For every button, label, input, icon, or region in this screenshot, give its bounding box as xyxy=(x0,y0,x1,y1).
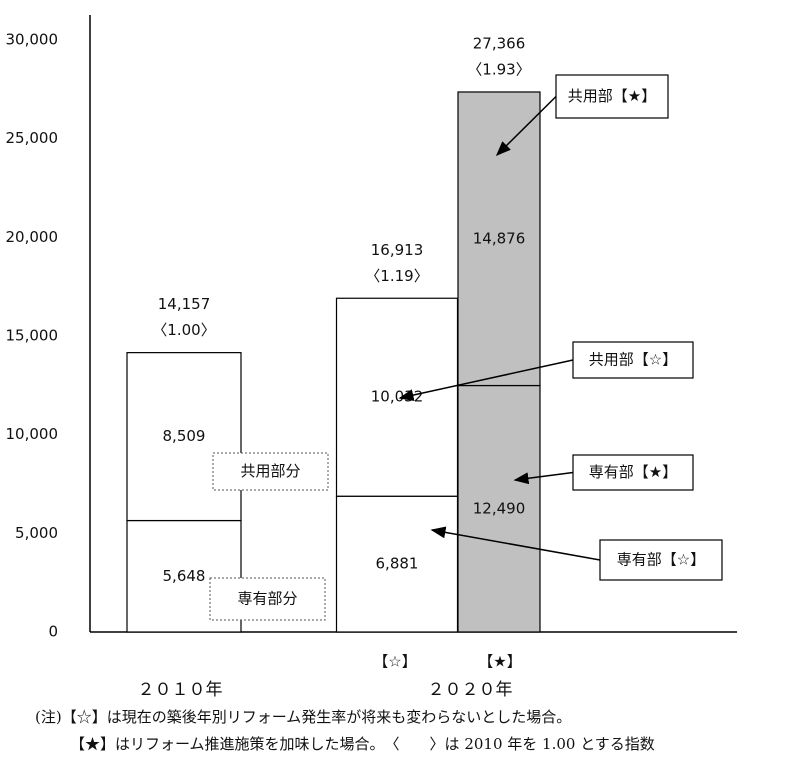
value-label: 12,490 xyxy=(473,499,526,517)
y-tick-label: 5,000 xyxy=(15,524,58,542)
callout-box xyxy=(599,539,723,581)
value-label: 6,881 xyxy=(376,555,419,573)
total-label: 16,913 xyxy=(371,241,424,259)
callout-arrow xyxy=(430,526,601,561)
x-tick-label: ２０１０年 xyxy=(138,680,223,700)
value-label: 10,032 xyxy=(371,388,424,406)
bar-segment xyxy=(457,91,541,387)
y-tick-label: 0 xyxy=(48,623,58,641)
index-label: 〈1.19〉 xyxy=(365,267,428,285)
callout-box xyxy=(555,74,669,119)
bar-segment xyxy=(126,352,242,522)
value-label: 5,648 xyxy=(163,567,206,585)
x-tick-label: 【☆】 xyxy=(373,653,416,671)
y-tick-label: 10,000 xyxy=(6,425,59,443)
value-label: 14,876 xyxy=(473,229,526,247)
callout-label: 共用部【★】 xyxy=(568,87,656,105)
legend-box xyxy=(209,577,326,621)
y-tick-label: 25,000 xyxy=(6,129,59,147)
callout-arrow xyxy=(398,359,574,401)
value-label: 8,509 xyxy=(163,427,206,445)
index-label: 〈1.00〉 xyxy=(152,321,215,339)
bar-segment xyxy=(335,297,459,497)
index-label: 〈1.93〉 xyxy=(467,60,530,78)
y-tick-label: 15,000 xyxy=(6,327,59,345)
callout-arrow xyxy=(495,95,557,157)
note: 【★】はリフォーム推進施策を加味した場合。 〈 〉は 2010 年を 1.00 … xyxy=(70,735,655,753)
y-tick-label: 20,000 xyxy=(6,228,59,246)
legend-box xyxy=(212,452,329,491)
callout-box xyxy=(572,341,694,379)
bar-segment xyxy=(335,495,459,633)
legend-label: 専有部分 xyxy=(237,590,297,608)
callout-label: 専有部【☆】 xyxy=(617,551,705,569)
bar-segment xyxy=(457,384,541,633)
total-label: 27,366 xyxy=(473,34,526,52)
legend-label: 共用部分 xyxy=(240,462,300,480)
callout-box xyxy=(572,454,694,491)
callout-arrow xyxy=(513,471,574,485)
callout-label: 専有部【★】 xyxy=(589,463,677,481)
group-label: ２０２０年 xyxy=(428,680,513,700)
x-tick-label: 【★】 xyxy=(478,653,521,671)
callout-label: 共用部【☆】 xyxy=(589,351,677,369)
total-label: 14,157 xyxy=(158,295,211,313)
note: (注)【☆】は現在の築後年別リフォーム発生率が将来も変わらないとした場合。 xyxy=(35,708,571,726)
y-tick-label: 30,000 xyxy=(6,31,59,49)
